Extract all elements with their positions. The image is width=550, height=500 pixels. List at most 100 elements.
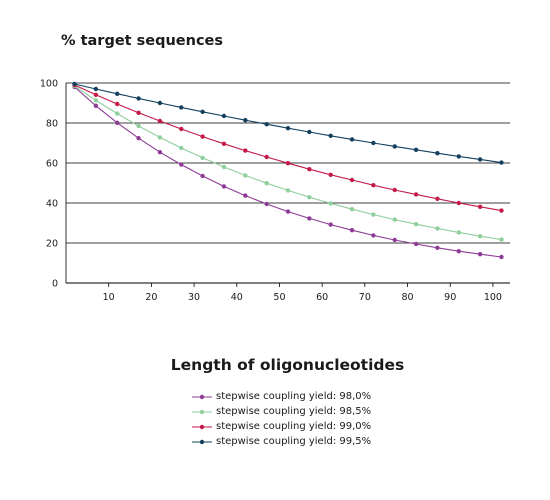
- data-point: [413, 192, 419, 197]
- legend-item: stepwise coupling yield: 98,0%: [192, 389, 371, 404]
- data-point: [456, 230, 461, 235]
- data-point: [328, 133, 333, 138]
- data-point: [285, 188, 291, 193]
- data-point: [349, 177, 355, 183]
- data-point: [243, 193, 248, 198]
- data-point: [435, 226, 440, 231]
- data-point: [349, 207, 355, 212]
- data-point: [456, 249, 461, 254]
- legend-item: stepwise coupling yield: 98,5%: [192, 404, 371, 419]
- data-point: [413, 147, 419, 152]
- legend-item: stepwise coupling yield: 99,5%: [192, 434, 371, 449]
- grid: [66, 82, 510, 284]
- data-point: [72, 81, 77, 87]
- data-point: [456, 200, 461, 206]
- data-point: [392, 144, 397, 149]
- data-point: [136, 110, 141, 116]
- series-2: [72, 83, 504, 242]
- legend-label: stepwise coupling yield: 99,5%: [216, 436, 372, 447]
- data-point: [413, 241, 419, 247]
- legend-swatch: [192, 394, 212, 399]
- data-point: [435, 196, 440, 201]
- data-point: [115, 120, 120, 126]
- data-point: [115, 111, 120, 116]
- data-point: [371, 212, 376, 217]
- data-point: [371, 233, 376, 238]
- data-point: [435, 151, 440, 156]
- data-point: [200, 173, 205, 179]
- x-tick-label: 30: [188, 292, 200, 303]
- data-point: [243, 173, 248, 178]
- x-tick-label: 60: [316, 292, 328, 303]
- data-point: [392, 217, 397, 222]
- data-point: [499, 160, 504, 165]
- data-point: [477, 204, 483, 209]
- data-point: [93, 86, 99, 92]
- x-axis-title: Length of oligonucleotides: [170, 356, 405, 374]
- y-axis-title: % target sequences: [61, 33, 224, 49]
- data-point: [221, 184, 227, 189]
- legend-swatch: [192, 409, 212, 414]
- y-tick-label: 60: [46, 159, 58, 170]
- data-point: [115, 91, 120, 97]
- axes: 0 20 40 60 80 100 10 20 30 40 50 60 70 80 90 100: [40, 79, 510, 303]
- legend-label: stepwise coupling yield: 98,5%: [216, 406, 372, 417]
- legend-label: stepwise coupling yield: 98,0%: [216, 391, 372, 402]
- data-point: [349, 228, 355, 233]
- data-point: [179, 105, 184, 110]
- data-point: [264, 154, 269, 160]
- data-point: [157, 118, 163, 124]
- data-point: [264, 201, 269, 207]
- series-layer: [72, 81, 504, 260]
- data-point: [307, 216, 312, 221]
- data-point: [435, 245, 440, 250]
- legend: stepwise coupling yield: 98,0% stepwise c…: [192, 389, 371, 449]
- data-point: [392, 187, 397, 193]
- data-point: [221, 113, 227, 119]
- x-tick-label: 100: [484, 292, 502, 303]
- data-point: [200, 134, 205, 139]
- data-point: [264, 122, 269, 127]
- data-point: [93, 92, 99, 98]
- data-point: [264, 181, 269, 186]
- data-point: [179, 126, 184, 132]
- data-point: [285, 209, 291, 214]
- data-point: [456, 154, 461, 159]
- data-point: [115, 101, 120, 107]
- data-point: [307, 167, 312, 172]
- data-point: [221, 141, 227, 146]
- series-1: [72, 84, 504, 260]
- legend-swatch: [192, 439, 212, 444]
- data-point: [179, 145, 184, 151]
- data-point: [243, 118, 248, 123]
- data-point: [477, 157, 483, 162]
- y-tick-label: 80: [46, 119, 58, 130]
- x-tick-label: 50: [273, 292, 285, 303]
- series-4: [72, 81, 504, 165]
- data-point: [200, 109, 205, 115]
- data-point: [328, 172, 333, 177]
- x-tick-label: 80: [401, 292, 413, 303]
- x-tick-label: 10: [103, 292, 115, 303]
- data-point: [200, 155, 205, 160]
- legend-swatch: [192, 424, 212, 429]
- data-point: [179, 162, 184, 167]
- data-point: [285, 161, 291, 166]
- data-point: [136, 96, 141, 101]
- data-point: [413, 222, 419, 227]
- data-point: [136, 136, 141, 141]
- data-point: [499, 237, 504, 242]
- data-point: [285, 126, 291, 131]
- data-point: [136, 123, 141, 129]
- data-point: [93, 103, 99, 109]
- data-point: [371, 140, 376, 146]
- data-point: [221, 164, 227, 170]
- data-point: [349, 137, 355, 142]
- series-3: [72, 82, 504, 213]
- x-tick-label: 20: [145, 292, 157, 303]
- legend-label: stepwise coupling yield: 99,0%: [216, 421, 372, 432]
- data-point: [499, 254, 504, 260]
- data-point: [243, 148, 248, 153]
- data-point: [371, 183, 376, 188]
- data-point: [392, 237, 397, 243]
